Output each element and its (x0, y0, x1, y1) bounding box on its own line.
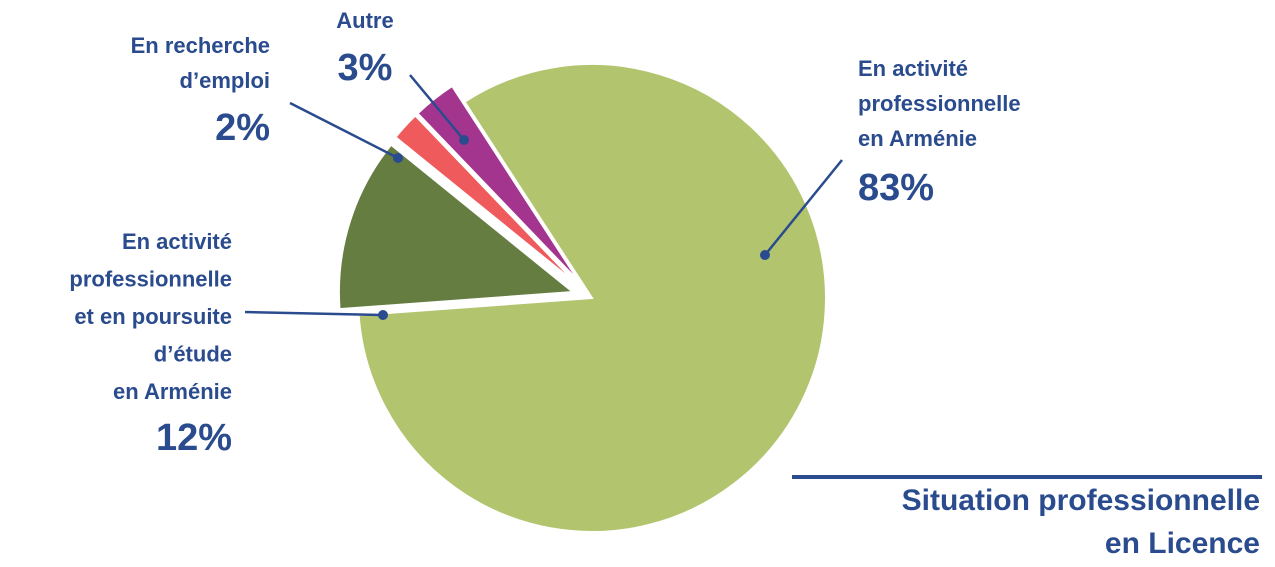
slice-label: En recherche (131, 33, 270, 58)
slice-label: En activité (122, 229, 232, 254)
pie-slice (357, 63, 827, 533)
pie-slice (416, 84, 581, 284)
chart-title: Situation professionnelle (902, 484, 1260, 517)
pie-slice (394, 114, 578, 286)
value-label: 83% (858, 167, 934, 209)
chart-title: en Licence (1105, 527, 1260, 560)
leader-line (764, 159, 843, 256)
slice-label: en Arménie (113, 379, 232, 404)
leader-line (289, 101, 399, 160)
leader-dot (378, 310, 388, 320)
value-label: 2% (215, 107, 270, 149)
leader-line (244, 310, 384, 317)
slice-label: d’emploi (180, 68, 270, 93)
slice-label: En activité (858, 56, 968, 81)
value-label: 12% (156, 417, 232, 459)
slice-label: en Arménie (858, 126, 977, 151)
leader-dot (459, 135, 469, 145)
leader-line (409, 74, 465, 141)
leader-dot (393, 153, 403, 163)
slice-label: Autre (336, 8, 393, 33)
leaders (244, 74, 843, 320)
leader-dot (760, 250, 770, 260)
slice-label: et en poursuite (74, 304, 232, 329)
value-label: 3% (338, 47, 393, 89)
slice-label: d’étude (154, 341, 232, 366)
pie-slice (337, 143, 576, 311)
slice-label: professionnelle (69, 266, 232, 291)
slice-label: professionnelle (858, 91, 1021, 116)
